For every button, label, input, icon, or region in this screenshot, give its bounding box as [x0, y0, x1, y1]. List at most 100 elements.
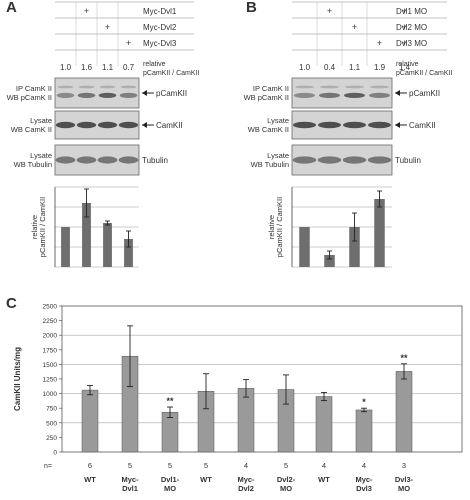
condition-label: Myc-Dvl3	[143, 39, 177, 48]
x-tick-label: Dvl3-	[395, 475, 414, 484]
n-label: n=	[44, 463, 52, 470]
y-tick-label: 500	[46, 420, 57, 427]
n-value: 6	[88, 461, 92, 470]
arrow-head	[395, 90, 400, 96]
y-axis-label: pCamKII / CamKII	[38, 197, 47, 257]
blot-label: IP CamK II	[16, 84, 52, 93]
quant-value: 1.9	[374, 63, 386, 72]
n-value: 5	[128, 461, 132, 470]
quant-value: 0.7	[123, 63, 135, 72]
plus-sign: +	[402, 38, 407, 48]
band	[120, 85, 137, 89]
condition-label: Myc-Dvl1	[143, 7, 177, 16]
band	[319, 92, 340, 98]
n-value: 4	[244, 461, 248, 470]
bar	[81, 389, 99, 453]
x-tick-label: Dvl3	[356, 484, 372, 493]
x-tick-label: Dvl2-	[277, 475, 296, 484]
band	[295, 85, 314, 89]
bar	[237, 388, 255, 453]
bar	[161, 412, 179, 453]
band	[55, 121, 76, 129]
blot-label: Lysate	[30, 151, 52, 160]
y-tick-label: 2000	[43, 333, 58, 340]
x-tick-label: Myc-	[237, 475, 255, 484]
blot-2	[291, 144, 393, 176]
blot-label: Lysate	[30, 116, 52, 125]
band	[370, 85, 389, 89]
n-value: 5	[168, 461, 172, 470]
band	[368, 121, 391, 129]
significance-mark: **	[400, 353, 408, 363]
band	[76, 121, 97, 129]
significance-mark: **	[166, 396, 174, 406]
band	[292, 156, 317, 164]
x-tick-label: Myc-	[121, 475, 139, 484]
quant-value: 0.4	[324, 63, 336, 72]
n-value: 4	[322, 461, 326, 470]
plus-sign: +	[402, 22, 407, 32]
n-value: 5	[204, 461, 208, 470]
band	[118, 156, 139, 164]
condition-label: Dvl1 MO	[396, 7, 427, 16]
y-axis-label: CamKII Units/mg	[13, 347, 22, 411]
band-label: Tubulin	[395, 156, 421, 165]
bar	[374, 199, 385, 267]
band	[343, 121, 366, 129]
band-label: pCamKII	[156, 89, 187, 98]
relative-label: pCamKII / CamKII	[143, 70, 199, 77]
bar	[103, 223, 112, 267]
panel-letter: C	[6, 295, 17, 312]
arrow-head	[395, 122, 400, 128]
bar	[61, 227, 70, 267]
x-tick-label: Dvl2	[238, 484, 254, 493]
plus-sign: +	[377, 38, 382, 48]
blot-label: WB Tubulin	[251, 160, 289, 169]
plus-sign: +	[126, 38, 131, 48]
panel-letter: B	[246, 0, 257, 16]
plus-sign: +	[352, 22, 357, 32]
band	[344, 92, 365, 98]
quant-chart	[291, 186, 392, 268]
blot-label: WB pCamK II	[244, 93, 289, 102]
band	[342, 156, 367, 164]
blot-label: IP CamK II	[253, 84, 289, 93]
relative-label: relative	[396, 61, 419, 68]
band	[57, 85, 74, 89]
blot-label: Lysate	[267, 151, 289, 160]
band	[55, 156, 76, 164]
band	[97, 156, 118, 164]
plus-sign: +	[402, 6, 407, 16]
band	[56, 92, 75, 98]
relative-label: relative	[143, 61, 166, 68]
band	[293, 121, 316, 129]
n-value: 5	[284, 461, 288, 470]
band	[317, 156, 342, 164]
n-value: 4	[362, 461, 366, 470]
blot-label: Lysate	[267, 116, 289, 125]
relative-label: pCamKII / CamKII	[396, 70, 452, 77]
band-label: CamKII	[409, 121, 436, 130]
condition-label: Dvl2 MO	[396, 23, 427, 32]
y-tick-label: 1000	[43, 391, 58, 398]
quant-value: 1.1	[349, 63, 361, 72]
quant-value: 1.1	[102, 63, 114, 72]
quant-value: 1.0	[60, 63, 72, 72]
arrow-head	[142, 122, 147, 128]
n-value: 3	[402, 461, 406, 470]
x-tick-label: WT	[200, 475, 212, 484]
panel-a: A Myc-Dvl1 + Myc-Dvl2 + Myc-Dvl3 +1.0 1.6 1.1 0.7…	[6, 0, 199, 268]
quant-chart	[54, 186, 139, 268]
band	[76, 156, 97, 164]
plus-sign: +	[84, 6, 89, 16]
band	[318, 121, 341, 129]
y-tick-label: 750	[46, 406, 57, 413]
quant-value: 1.6	[81, 63, 93, 72]
y-axis-label: relative	[30, 215, 39, 239]
band	[119, 92, 138, 98]
band	[294, 92, 315, 98]
bar	[82, 203, 91, 267]
band-label: CamKII	[156, 121, 183, 130]
x-tick-label: Myc-	[355, 475, 373, 484]
